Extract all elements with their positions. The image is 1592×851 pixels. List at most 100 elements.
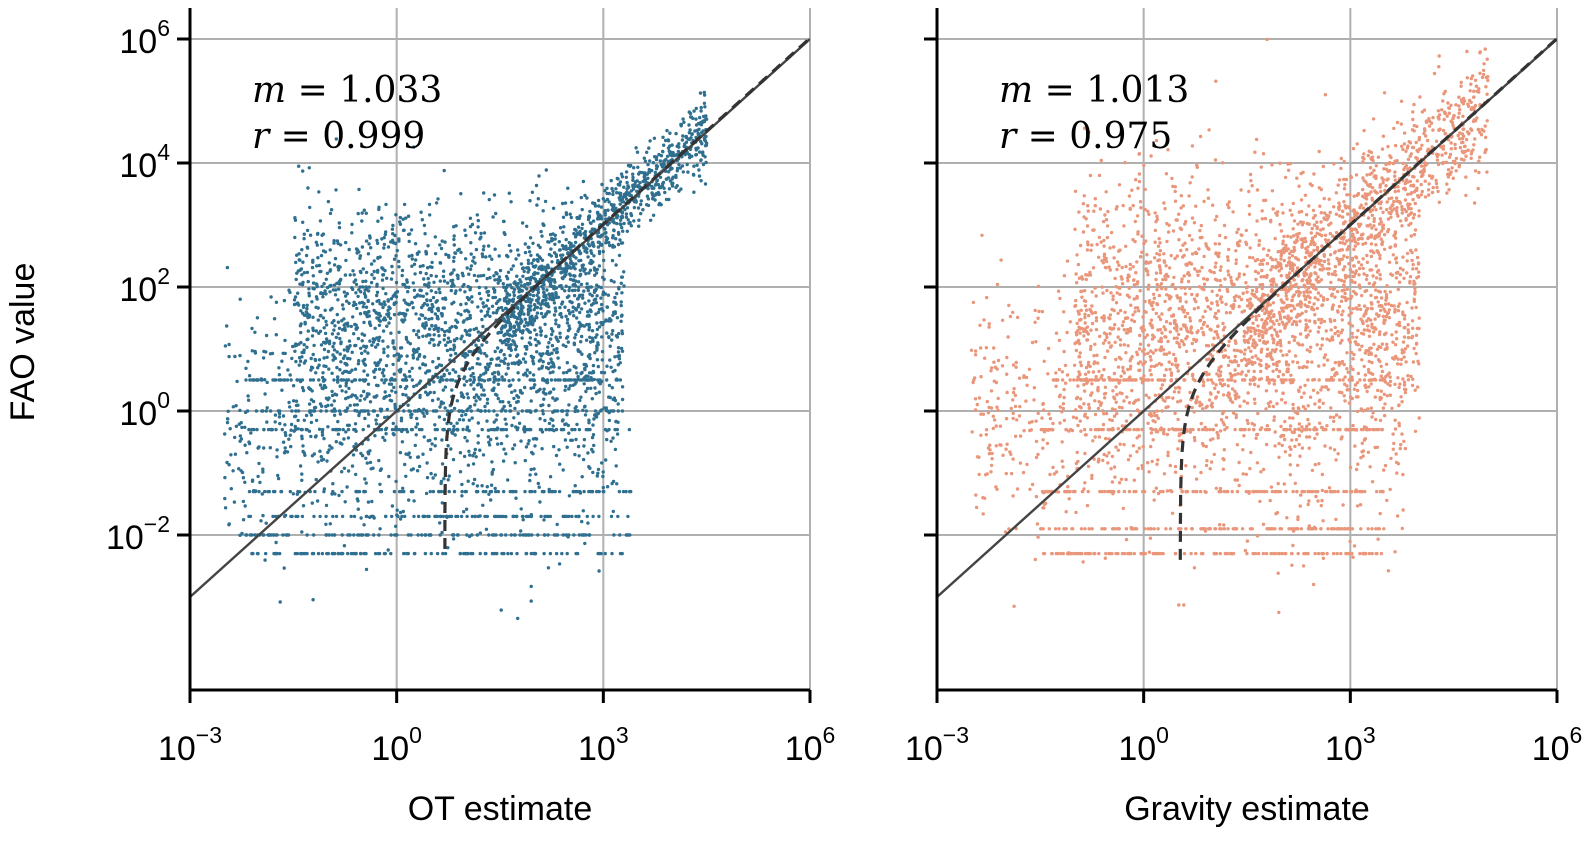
data-point <box>463 328 467 333</box>
data-point <box>677 145 681 149</box>
data-point <box>701 162 706 167</box>
data-point <box>566 186 570 190</box>
data-point <box>227 354 231 359</box>
data-point <box>411 306 415 310</box>
data-point <box>314 240 318 244</box>
data-point <box>1351 146 1356 151</box>
data-point <box>1422 127 1427 131</box>
data-point <box>356 336 361 341</box>
data-point <box>645 203 649 207</box>
data-point <box>422 435 426 439</box>
data-point <box>262 349 266 354</box>
data-point <box>321 316 326 320</box>
data-point <box>446 281 450 285</box>
data-point <box>1304 267 1308 272</box>
data-point <box>381 329 386 333</box>
data-point <box>557 366 561 370</box>
data-point <box>227 463 231 467</box>
data-point <box>611 245 615 249</box>
data-point <box>615 432 620 436</box>
data-point <box>536 290 541 295</box>
data-point <box>605 378 609 382</box>
data-point <box>420 218 424 222</box>
data-point <box>1342 279 1347 284</box>
data-point <box>541 409 545 413</box>
data-point <box>237 467 241 471</box>
data-point <box>1458 131 1462 135</box>
data-point <box>354 551 358 556</box>
data-point <box>327 261 331 265</box>
data-point <box>502 447 506 451</box>
data-point <box>466 396 470 400</box>
data-point <box>499 427 503 432</box>
data-point <box>530 533 534 537</box>
data-point <box>670 143 674 147</box>
data-point <box>337 409 342 413</box>
data-point <box>326 349 331 354</box>
data-point <box>460 494 464 498</box>
data-point <box>461 427 465 432</box>
data-point <box>524 445 529 449</box>
data-point <box>647 146 651 150</box>
data-point <box>1472 143 1476 147</box>
data-point <box>291 384 296 388</box>
data-point <box>632 205 637 210</box>
data-point <box>430 309 434 314</box>
data-point <box>416 293 420 297</box>
data-point <box>523 427 527 432</box>
data-point <box>662 159 666 163</box>
data-point <box>687 123 691 127</box>
data-point <box>342 348 346 352</box>
data-point <box>476 441 480 445</box>
data-point <box>542 387 546 391</box>
data-point <box>428 306 432 311</box>
data-point <box>398 510 403 515</box>
data-point <box>601 292 605 297</box>
data-point <box>1456 133 1460 138</box>
data-point <box>598 378 602 382</box>
data-point <box>528 297 532 301</box>
data-point <box>579 282 584 287</box>
data-point <box>619 314 624 318</box>
data-point <box>554 286 559 290</box>
data-point <box>358 301 362 305</box>
data-point <box>472 375 476 380</box>
data-point <box>423 533 428 537</box>
data-point <box>1465 49 1469 54</box>
data-point <box>295 253 299 257</box>
data-point <box>627 221 631 225</box>
data-point <box>618 180 623 184</box>
data-point <box>1382 167 1386 171</box>
data-point <box>550 292 555 296</box>
data-point <box>305 345 309 349</box>
data-point <box>338 412 343 416</box>
data-point <box>703 135 708 139</box>
data-point <box>1363 195 1367 200</box>
data-point <box>428 390 432 395</box>
data-point <box>333 492 337 496</box>
data-point <box>1422 108 1427 112</box>
data-point <box>507 346 511 350</box>
data-point <box>597 264 602 268</box>
data-point <box>282 451 287 455</box>
data-point <box>451 537 456 541</box>
data-point <box>611 209 616 213</box>
data-point <box>648 139 652 143</box>
data-point <box>394 390 398 394</box>
data-point <box>420 305 424 310</box>
data-point <box>618 533 622 537</box>
data-point <box>604 217 608 221</box>
data-point <box>417 335 421 340</box>
data-point <box>283 446 287 450</box>
data-point <box>508 324 512 328</box>
data-point <box>344 240 348 245</box>
data-point <box>653 170 658 175</box>
data-point <box>559 266 563 271</box>
data-point <box>625 206 630 210</box>
data-point <box>1399 122 1404 126</box>
data-point <box>1292 245 1296 250</box>
data-point <box>328 308 333 312</box>
data-point <box>335 365 339 370</box>
data-point <box>1381 210 1385 214</box>
data-point <box>600 322 604 327</box>
